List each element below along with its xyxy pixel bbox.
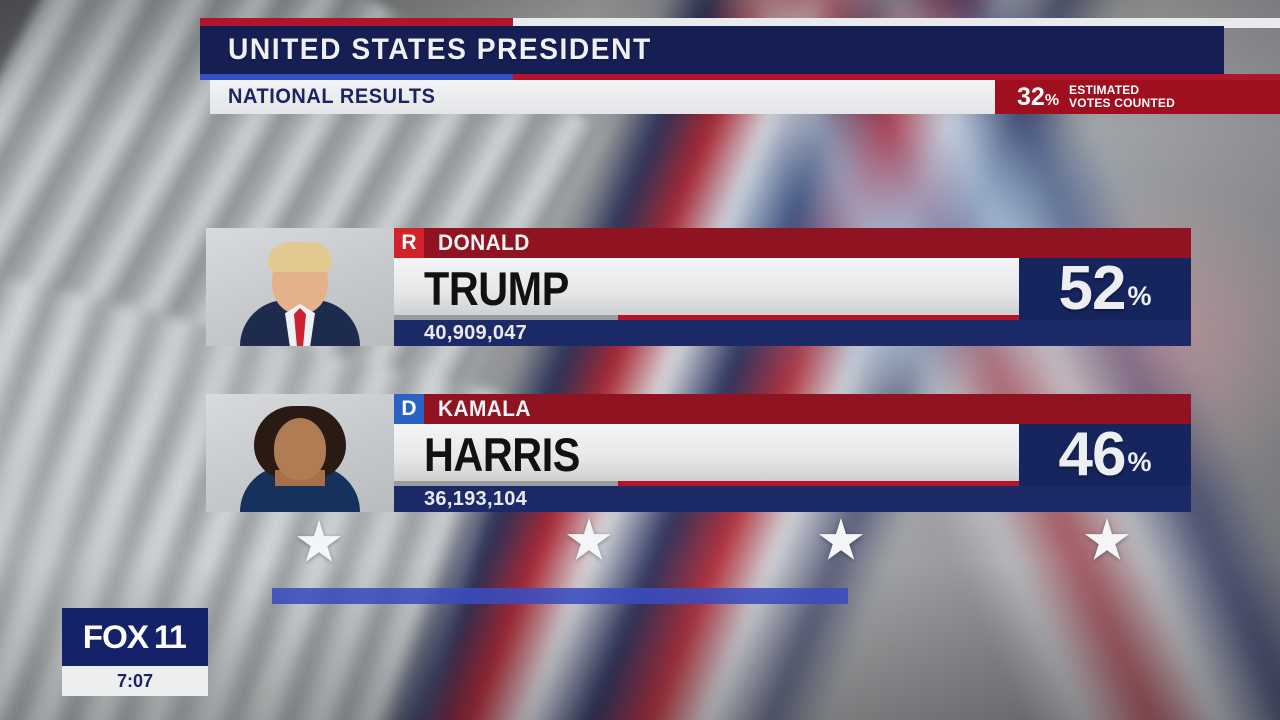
candidate-percent-symbol: % <box>1127 281 1152 311</box>
station-logo: FOX 11 7:07 <box>62 608 208 696</box>
title-underline-strip <box>200 74 1280 80</box>
result-row: R DONALD TRUMP 52 % 40,909,047 <box>206 228 1191 346</box>
result-bar-underline-red <box>618 315 1019 320</box>
candidate-votes-strip: 40,909,047 <box>394 320 1191 346</box>
result-bar-underline-grey <box>394 315 618 320</box>
reporting-label-line2: VOTES COUNTED <box>1069 96 1175 110</box>
station-logo-mark: FOX 11 <box>62 608 208 666</box>
candidate-first-name: DONALD <box>438 230 530 255</box>
title-underline-red <box>513 74 1280 80</box>
candidate-percent-value: 52 <box>1058 254 1127 323</box>
station-network-name: FOX <box>82 618 149 655</box>
header-accent-strip <box>200 18 1280 28</box>
station-clock: 7:07 <box>62 666 208 696</box>
reporting-label-line1: ESTIMATED <box>1069 83 1140 97</box>
candidate-last-name: HARRIS <box>424 427 580 481</box>
candidate-firstname-strip: R DONALD <box>394 228 1191 258</box>
header-accent-white <box>513 18 1280 28</box>
candidate-first-name: KAMALA <box>438 396 531 421</box>
title-bar: UNITED STATES PRESIDENT <box>200 26 1224 74</box>
decorative-blue-bar <box>272 588 848 604</box>
candidate-lastname-box: HARRIS <box>394 424 1019 486</box>
candidate-firstname-strip: D KAMALA <box>394 394 1191 424</box>
candidate-name-and-percent: HARRIS 46 % <box>394 424 1191 486</box>
party-badge: D <box>394 394 424 424</box>
candidate-lastname-box: TRUMP <box>394 258 1019 320</box>
result-row: D KAMALA HARRIS 46 % 36,193,104 <box>206 394 1191 512</box>
reporting-status-badge: 32% ESTIMATED VOTES COUNTED <box>995 80 1280 114</box>
station-channel-number: 11 <box>153 618 187 655</box>
page-title: UNITED STATES PRESIDENT <box>228 33 652 66</box>
candidate-percent-value: 46 <box>1058 420 1127 489</box>
candidate-percent-box: 46 % <box>1019 424 1191 486</box>
result-bar-underline-red <box>618 481 1019 486</box>
reporting-percent-value: 32 <box>1017 82 1045 111</box>
result-bar-underline-grey <box>394 481 618 486</box>
candidate-percent-symbol: % <box>1127 447 1152 477</box>
subheader-row: NATIONAL RESULTS 32% ESTIMATED VOTES COU… <box>210 80 1280 114</box>
party-badge: R <box>394 228 424 258</box>
candidate-votes-strip: 36,193,104 <box>394 486 1191 512</box>
candidate-percent-box: 52 % <box>1019 258 1191 320</box>
subheader-label: NATIONAL RESULTS <box>228 85 436 108</box>
candidate-last-name: TRUMP <box>424 261 569 315</box>
portrait-face <box>274 418 326 480</box>
title-underline-blue <box>200 74 513 80</box>
candidate-photo <box>206 394 394 512</box>
portrait-hair <box>268 242 332 272</box>
header-accent-red <box>200 18 513 28</box>
reporting-percent-symbol: % <box>1044 91 1060 109</box>
result-bar-underline <box>394 315 1019 320</box>
subheader-results-scope: NATIONAL RESULTS <box>210 80 995 114</box>
candidate-name-and-percent: TRUMP 52 % <box>394 258 1191 320</box>
current-time: 7:07 <box>116 670 154 691</box>
candidate-data: R DONALD TRUMP 52 % 40,909,047 <box>394 228 1191 346</box>
candidate-vote-count: 36,193,104 <box>424 487 528 510</box>
portrait-tie <box>294 308 306 346</box>
candidate-data: D KAMALA HARRIS 46 % 36,193,104 <box>394 394 1191 512</box>
reporting-percent: 32% <box>1017 82 1060 111</box>
candidate-photo <box>206 228 394 346</box>
reporting-label: ESTIMATED VOTES COUNTED <box>1069 84 1175 110</box>
result-bar-underline <box>394 481 1019 486</box>
candidate-vote-count: 40,909,047 <box>424 321 528 344</box>
